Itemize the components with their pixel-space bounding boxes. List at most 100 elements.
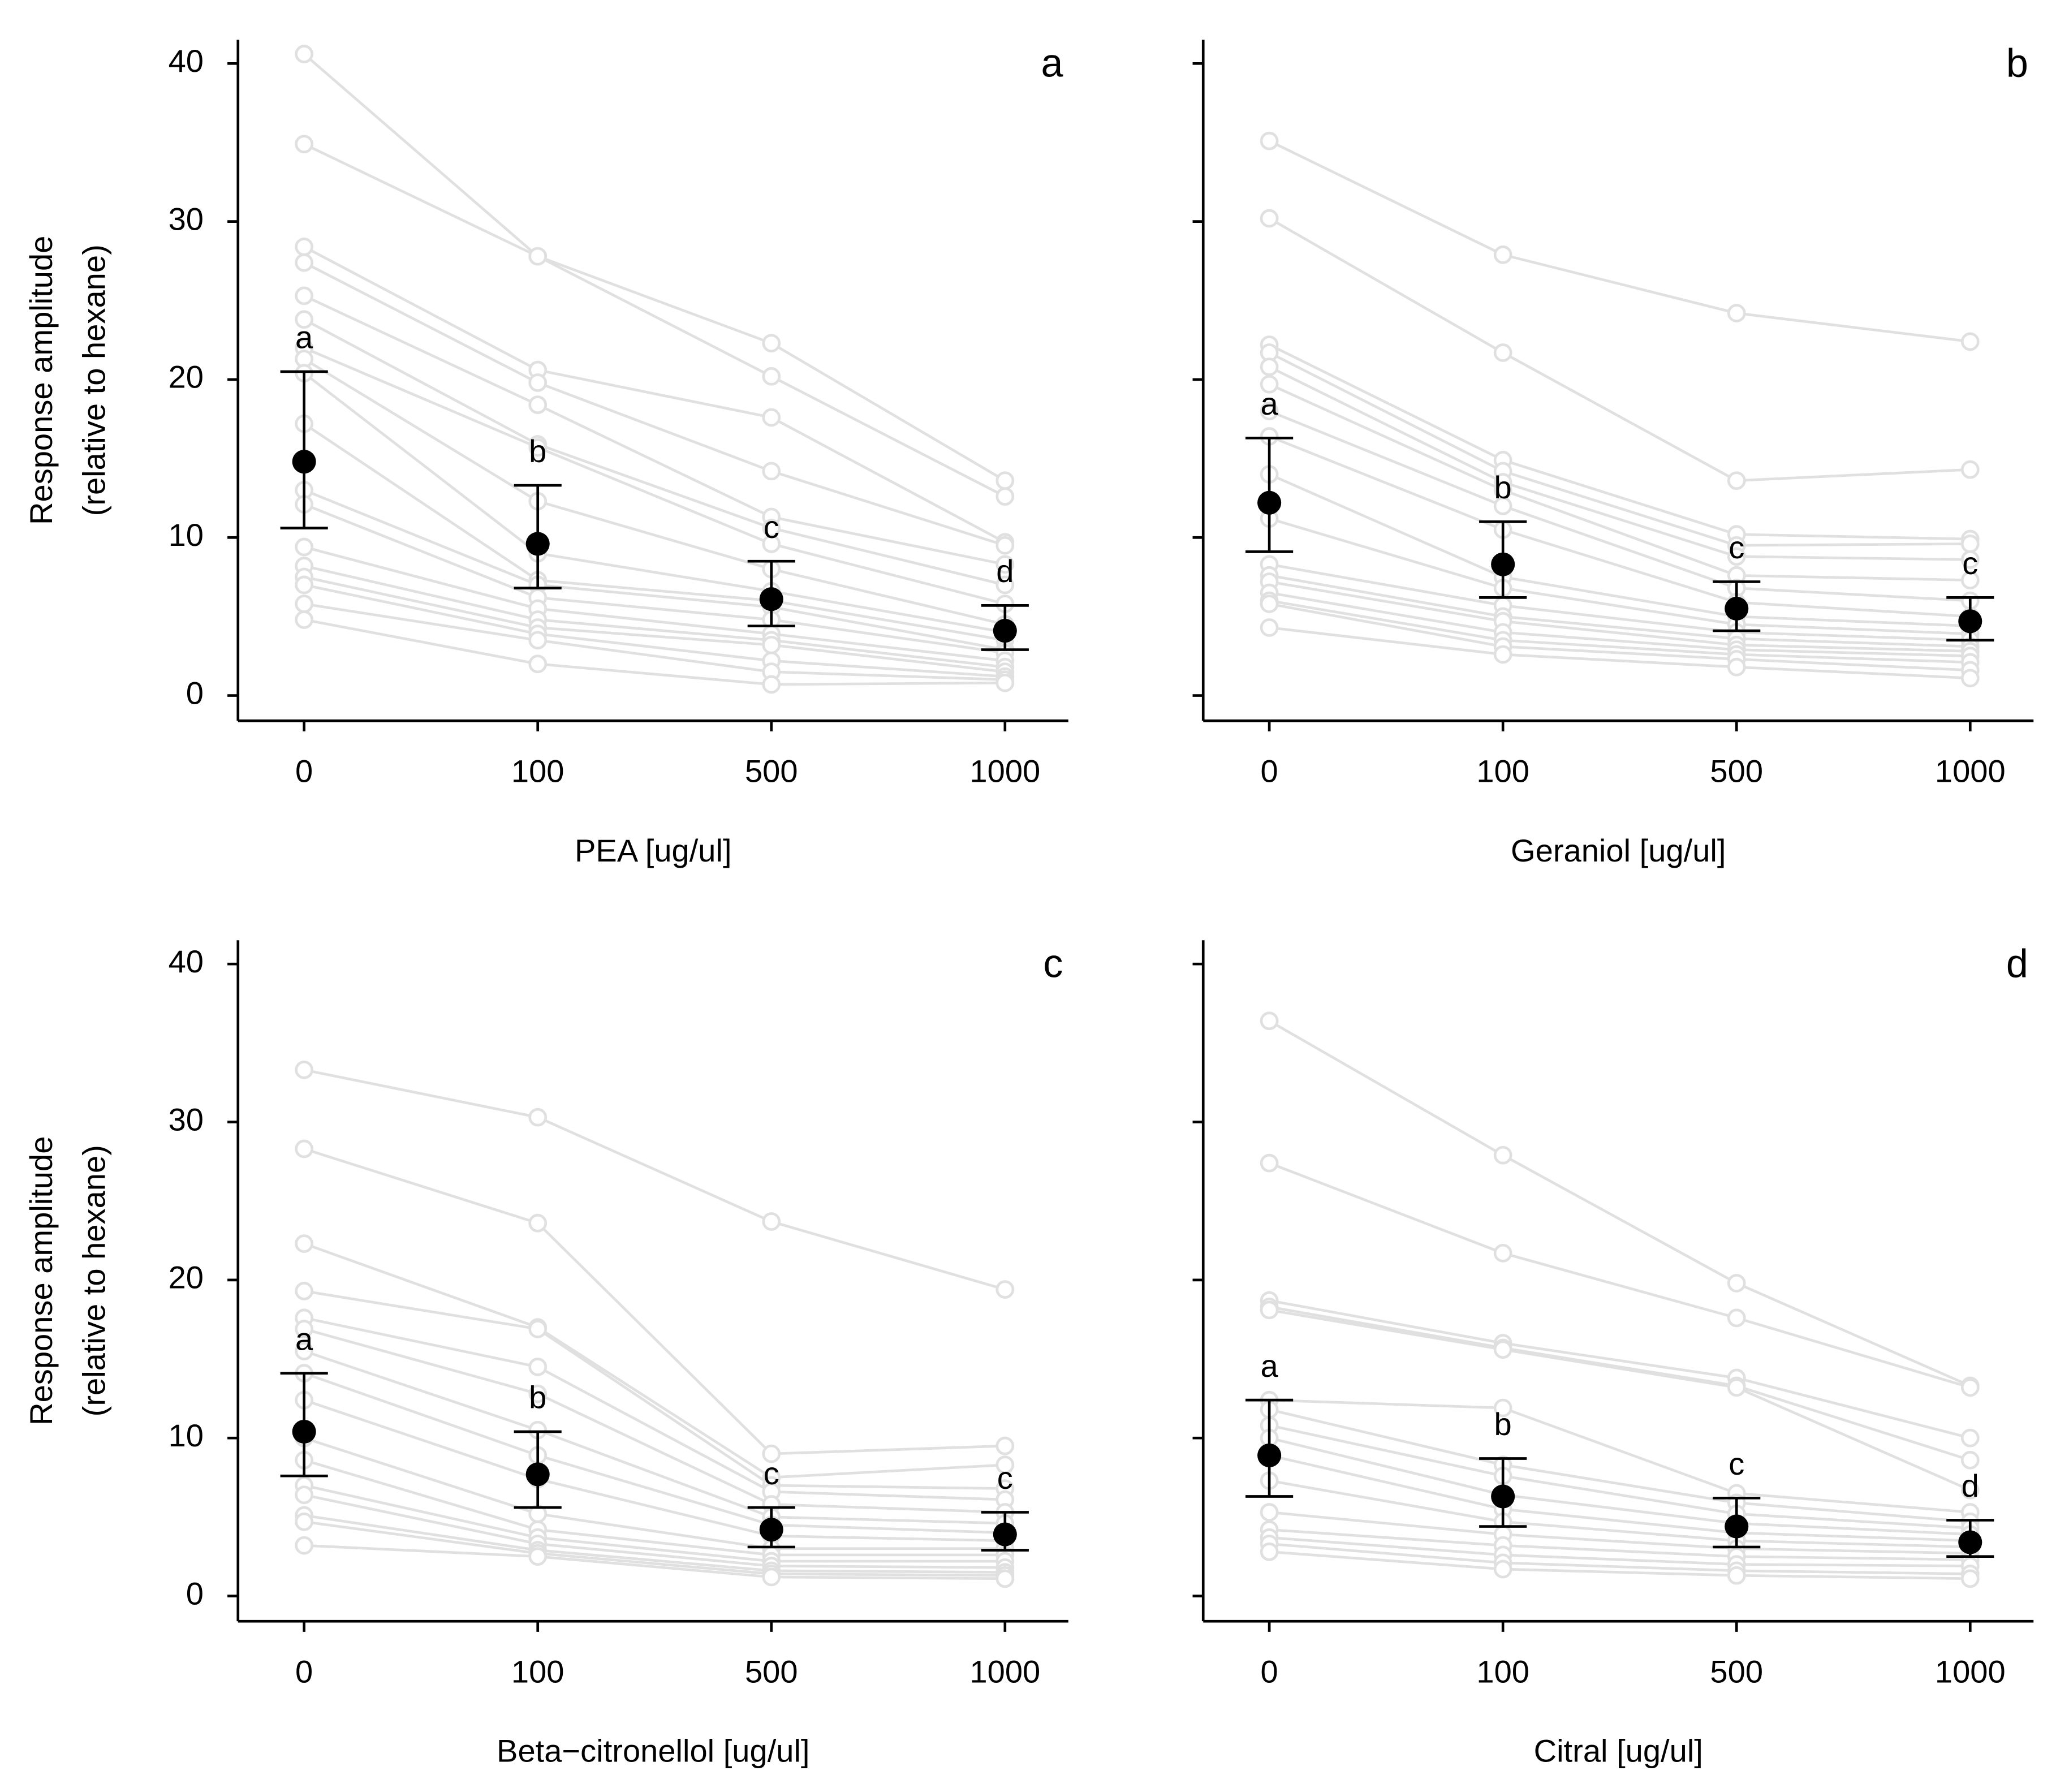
subject-point	[1960, 460, 1980, 479]
subject-line	[303, 357, 1006, 626]
subject-point	[528, 395, 548, 414]
subject-line	[1269, 1306, 1971, 1462]
x-tick-label: 1000	[1935, 753, 2006, 789]
subject-point	[528, 1547, 548, 1566]
mean-point	[1958, 1530, 1982, 1554]
subject-line	[304, 1544, 1005, 1580]
subject-point	[295, 310, 314, 329]
subject-point	[295, 575, 314, 595]
mean-point	[1257, 1443, 1282, 1467]
subject-point	[995, 1436, 1015, 1455]
subject-line	[1269, 599, 1971, 664]
subject-point	[528, 1213, 548, 1233]
y-tick-label: 40	[169, 43, 204, 79]
significance-letter: c	[764, 509, 779, 545]
subject-point	[295, 1536, 314, 1555]
subject-line	[303, 1436, 1005, 1550]
subject-point	[295, 1060, 314, 1079]
subject-point	[762, 1212, 781, 1231]
subject-point	[295, 1320, 314, 1338]
subject-point	[295, 1139, 314, 1158]
subject-line	[304, 575, 1006, 673]
mean-point	[1725, 596, 1749, 621]
subject-point	[528, 654, 548, 674]
subject-point	[1727, 304, 1746, 322]
subject-point	[1960, 669, 1980, 688]
panel: 0 10 20 30 40 Response amplitude (relative to …	[23, 940, 1068, 1769]
significance-letter: b	[1494, 469, 1512, 505]
subject-line	[1269, 343, 1971, 541]
subject-line	[1269, 365, 1971, 561]
subject-line	[303, 294, 1006, 566]
subject-line	[1269, 1542, 1971, 1575]
subject-line	[304, 1484, 1005, 1563]
mean-point	[1257, 490, 1282, 515]
subject-point	[1260, 1300, 1279, 1320]
significance-letter: c	[1729, 529, 1744, 565]
subject-point	[762, 462, 781, 481]
x-tick-label: 100	[511, 753, 564, 789]
subject-line	[1269, 1398, 1971, 1514]
subject-line	[303, 346, 1006, 605]
subject-point	[1727, 657, 1746, 677]
x-tick-label: 100	[1476, 1654, 1529, 1690]
subject-point	[995, 1455, 1015, 1475]
subject-line	[303, 423, 1006, 642]
subject-line	[303, 53, 1006, 482]
subject-point	[528, 1108, 548, 1127]
y-tick-label: 40	[169, 944, 204, 979]
subject-point	[295, 1342, 314, 1360]
panel-label: a	[1041, 41, 1063, 85]
subject-point	[528, 247, 548, 266]
subject-point	[528, 1320, 548, 1338]
y-axis-label: Response amplitude	[23, 236, 59, 525]
panel-label: d	[2006, 942, 2028, 986]
subject-point	[295, 1282, 314, 1300]
subject-point	[1260, 374, 1279, 394]
subject-point	[1260, 209, 1279, 228]
significance-letter: a	[295, 1321, 313, 1356]
subject-line	[303, 143, 1006, 498]
subject-line	[303, 372, 1006, 634]
subject-point	[1960, 332, 1980, 351]
significance-letter: c	[1729, 1446, 1744, 1481]
subject-line	[303, 1398, 1005, 1543]
subject-point	[1493, 245, 1512, 264]
subject-line	[1269, 517, 1971, 635]
y-tick-label: 20	[169, 359, 204, 395]
subject-line	[1269, 1536, 1971, 1567]
subject-point	[1960, 550, 1980, 569]
significance-letter: d	[996, 553, 1014, 589]
subject-line	[303, 245, 1006, 544]
subject-point	[528, 373, 548, 392]
mean-point	[292, 1419, 316, 1444]
subject-point	[1960, 1569, 1980, 1588]
subject-point	[1260, 1153, 1279, 1173]
subject-point	[1260, 131, 1279, 150]
x-tick-label: 1000	[969, 1654, 1040, 1690]
subject-point	[995, 555, 1015, 574]
subject-line	[304, 1514, 1005, 1574]
y-axis-label: (relative to hexane)	[76, 1145, 111, 1416]
significance-letter: a	[1261, 1348, 1279, 1384]
y-axis-label: Response amplitude	[23, 1136, 59, 1425]
subject-point	[995, 1280, 1015, 1299]
subject-point	[995, 575, 1015, 595]
subject-line	[1268, 1019, 1971, 1388]
mean-point	[1725, 1514, 1749, 1539]
subject-point	[762, 408, 781, 427]
subject-line	[1269, 563, 1971, 642]
subject-point	[995, 471, 1015, 490]
panel-label: b	[2006, 41, 2028, 85]
x-tick-label: 500	[1710, 1654, 1763, 1690]
subject-point	[1493, 1145, 1512, 1165]
subject-point	[762, 1567, 781, 1587]
subject-line	[304, 565, 1006, 669]
panel: 0 100 500 1000 Geraniol [ug/ul] b a b c c	[1192, 40, 2034, 868]
subject-line	[1269, 410, 1971, 602]
x-tick-label: 100	[511, 1654, 564, 1690]
subject-point	[1493, 645, 1512, 664]
subject-line	[1269, 1408, 1971, 1523]
subject-line	[1269, 1528, 1971, 1561]
